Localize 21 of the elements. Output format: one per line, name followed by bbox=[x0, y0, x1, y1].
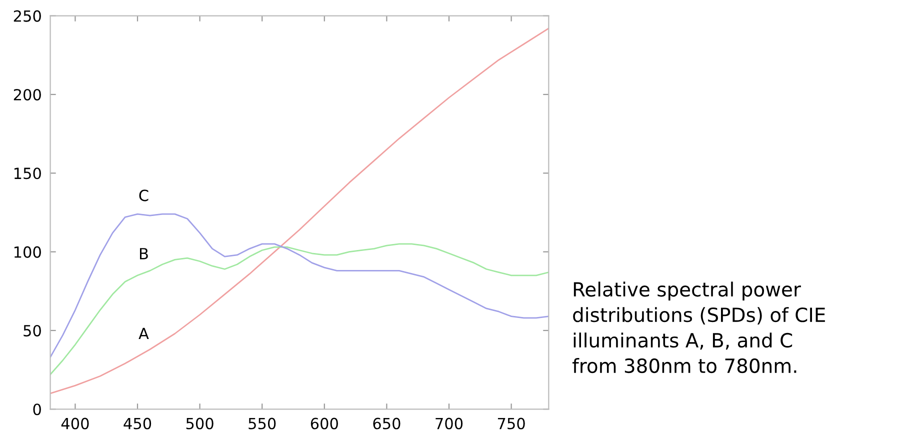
y-tick-label: 150 bbox=[14, 168, 41, 180]
y-tick-label: 250 bbox=[14, 10, 41, 22]
series-label: C bbox=[139, 190, 148, 202]
x-tick-label: 450 bbox=[124, 418, 152, 430]
line-series bbox=[50, 213, 549, 358]
line-series bbox=[50, 243, 549, 376]
x-tick-label: 600 bbox=[310, 418, 338, 430]
x-tick-label: 500 bbox=[186, 418, 214, 430]
series-label: A bbox=[138, 328, 149, 340]
x-tick-label: 550 bbox=[248, 418, 276, 430]
text: Relative spectral power distributions (SPDs) of CIE illuminants A, B, and C from 380nm to 780nm. bbox=[572, 282, 825, 374]
x-tick-label: 700 bbox=[436, 418, 463, 430]
x-tick-label: 650 bbox=[373, 418, 400, 430]
y-tick-label: 50 bbox=[24, 324, 41, 336]
x-tick-label: 750 bbox=[498, 418, 525, 430]
y-tick-label: 0 bbox=[33, 404, 41, 416]
y-tick-label: 100 bbox=[14, 246, 41, 258]
y-tick-label: 200 bbox=[14, 88, 41, 100]
series-label: B bbox=[140, 248, 148, 260]
x-tick-label: 400 bbox=[61, 418, 89, 430]
line-series bbox=[50, 28, 549, 394]
